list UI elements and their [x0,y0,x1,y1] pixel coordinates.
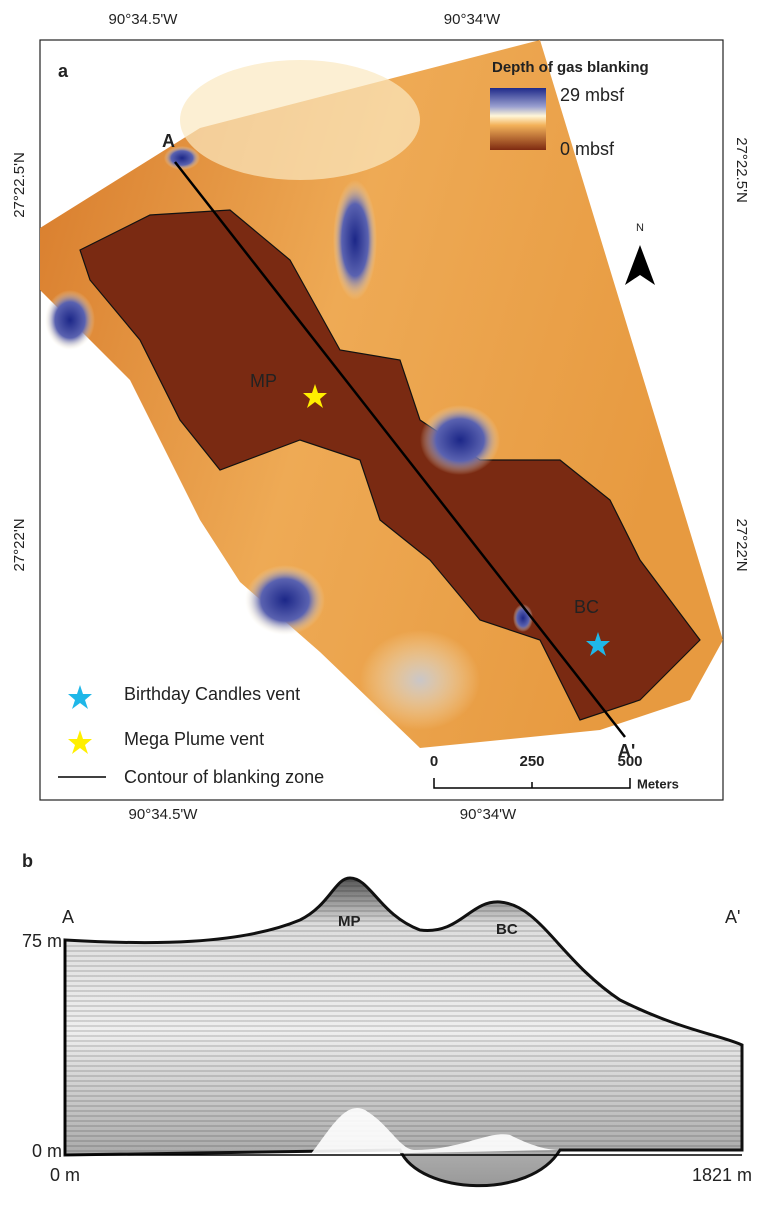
blanking-deep [513,604,533,632]
blanking-deep [333,180,377,300]
site-label: BC [496,921,518,938]
north-label: N [636,222,644,234]
legend-entry: Mega Plume vent [124,729,264,749]
y-label: 75 m [22,931,62,951]
transect-label: A [162,131,175,151]
left-tick: 27°22'N [11,518,28,571]
map-frame [39,39,724,801]
map-shade [360,630,480,730]
scale-label: 500 [617,753,642,770]
profile-end: A' [725,907,740,927]
scale-unit: Meters [637,776,679,791]
y-label: 0 m [32,1141,62,1161]
right-tick: 27°22.5'N [733,137,750,203]
legend-title: Depth of gas blanking [492,59,649,76]
scale-label: 250 [519,753,544,770]
legend-entry: Birthday Candles vent [124,684,300,704]
profile-end: A [62,907,74,927]
top-tick: 90°34'W [444,11,501,28]
panel-label: a [58,61,69,81]
seismic-layers [65,878,742,1155]
bc-star [586,632,610,656]
bottom-tick: 90°34.5'W [129,806,199,823]
seismic-blank [310,1108,560,1155]
site-label: MP [250,371,277,391]
blanking-contour [79,209,701,721]
legend-min: 0 mbsf [560,139,615,159]
mp-star [303,384,327,408]
map-shade [180,60,420,180]
x-label: 0 m [50,1165,80,1185]
blanking-deep [164,146,200,170]
left-tick: 27°22.5'N [11,152,28,218]
legend-max: 29 mbsf [560,85,625,105]
legend-bc [68,685,92,709]
legend-mp [68,730,92,754]
top-tick: 90°34.5'W [109,11,179,28]
blanking-deep [420,405,500,475]
blanking-deep [45,290,95,350]
blanking-deep [245,565,325,635]
site-label: MP [338,913,361,930]
color-bar [490,88,546,150]
site-label: BC [574,597,599,617]
legend-entry: Contour of blanking zone [124,767,324,787]
scale-bar [433,778,631,789]
panel-label: b [22,851,33,871]
north-arrow [625,245,655,285]
right-tick: 27°22'N [733,518,750,571]
transect-label: A' [618,741,635,761]
scale-label: 0 [430,753,438,770]
x-label: 1821 m [692,1165,752,1185]
bottom-tick: 90°34'W [460,806,517,823]
transect-line [174,161,626,738]
